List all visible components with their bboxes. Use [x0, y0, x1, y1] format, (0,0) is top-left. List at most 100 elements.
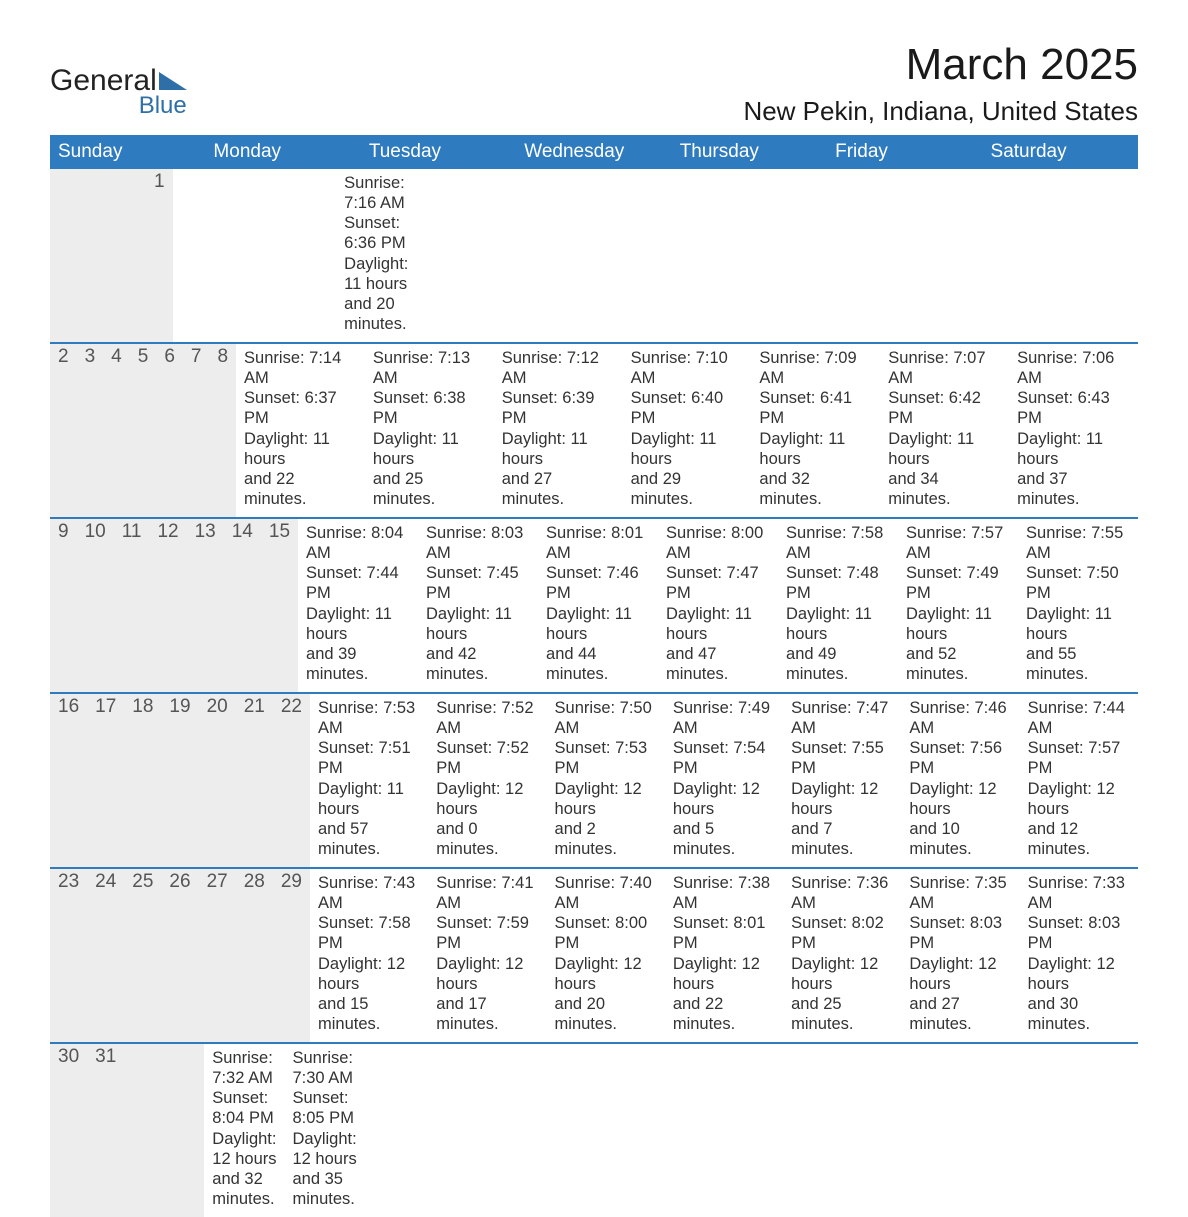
week-row: 1 Sunrise: 7:16 AMSunset: 6:36 PMDaylight…	[50, 169, 1138, 342]
day-number	[130, 169, 146, 342]
day-cell: Sunrise: 7:47 AMSunset: 7:55 PMDaylight:…	[783, 694, 901, 867]
day-number: 6	[156, 344, 183, 517]
sunrise-text: Sunrise: 8:01 AM	[546, 523, 650, 563]
daylight-line2: and 20 minutes.	[344, 294, 408, 334]
sunset-text: Sunset: 6:40 PM	[631, 388, 744, 428]
daylight-line1: Daylight: 11 hours	[344, 254, 408, 294]
day-number: 16	[50, 694, 87, 867]
sunrise-text: Sunrise: 7:16 AM	[344, 173, 408, 213]
day-content-row: Sunrise: 8:04 AMSunset: 7:44 PMDaylight:…	[298, 519, 1138, 692]
day-number: 30	[50, 1044, 87, 1217]
week-row: 9101112131415Sunrise: 8:04 AMSunset: 7:4…	[50, 517, 1138, 692]
day-cell: Sunrise: 7:12 AMSunset: 6:39 PMDaylight:…	[494, 344, 623, 517]
sunrise-text: Sunrise: 7:36 AM	[791, 873, 893, 913]
day-number: 20	[199, 694, 236, 867]
sunrise-text: Sunrise: 8:00 AM	[666, 523, 770, 563]
day-cell	[495, 1044, 539, 1217]
daylight-line1: Daylight: 11 hours	[1017, 429, 1130, 469]
daylight-line1: Daylight: 12 hours	[436, 954, 538, 994]
daynum-row: 3031	[50, 1044, 204, 1217]
day-number	[124, 1044, 140, 1217]
sunrise-text: Sunrise: 7:46 AM	[909, 698, 1011, 738]
sunrise-text: Sunrise: 7:09 AM	[759, 348, 872, 388]
day-cell	[173, 169, 200, 342]
sunrise-text: Sunrise: 7:14 AM	[244, 348, 357, 388]
day-number	[188, 1044, 204, 1217]
sunrise-text: Sunrise: 7:38 AM	[673, 873, 775, 913]
sunset-text: Sunset: 7:45 PM	[426, 563, 530, 603]
daylight-line2: and 55 minutes.	[1026, 644, 1130, 684]
day-number: 22	[273, 694, 310, 867]
day-number: 23	[50, 869, 87, 1042]
daylight-line1: Daylight: 12 hours	[1028, 954, 1130, 994]
day-cell: Sunrise: 7:53 AMSunset: 7:51 PMDaylight:…	[310, 694, 428, 867]
daylight-line1: Daylight: 11 hours	[631, 429, 744, 469]
sunset-text: Sunset: 6:39 PM	[502, 388, 615, 428]
sunset-text: Sunset: 6:42 PM	[888, 388, 1001, 428]
day-number: 29	[273, 869, 310, 1042]
daylight-line2: and 20 minutes.	[555, 994, 657, 1034]
daylight-line1: Daylight: 11 hours	[244, 429, 357, 469]
day-cell: Sunrise: 7:32 AMSunset: 8:04 PMDaylight:…	[204, 1044, 284, 1217]
daylight-line1: Daylight: 11 hours	[759, 429, 872, 469]
day-number: 31	[87, 1044, 124, 1217]
day-cell: Sunrise: 7:43 AMSunset: 7:58 PMDaylight:…	[310, 869, 428, 1042]
day-cell	[365, 1044, 409, 1217]
day-number: 8	[209, 344, 236, 517]
daylight-line2: and 32 minutes.	[212, 1169, 276, 1209]
weekday-header: Sunday Monday Tuesday Wednesday Thursday…	[50, 135, 1138, 169]
day-number	[66, 169, 82, 342]
day-number: 7	[183, 344, 210, 517]
day-number	[114, 169, 130, 342]
daylight-line2: and 25 minutes.	[791, 994, 893, 1034]
day-number	[82, 169, 98, 342]
daylight-line2: and 30 minutes.	[1028, 994, 1130, 1034]
sunrise-text: Sunrise: 7:50 AM	[555, 698, 657, 738]
day-number: 18	[124, 694, 161, 867]
day-cell: Sunrise: 8:03 AMSunset: 7:45 PMDaylight:…	[418, 519, 538, 692]
day-cell	[408, 1044, 452, 1217]
day-cell: Sunrise: 7:41 AMSunset: 7:59 PMDaylight:…	[428, 869, 546, 1042]
day-cell	[452, 1044, 496, 1217]
daylight-line2: and 39 minutes.	[306, 644, 410, 684]
daynum-row: 9101112131415	[50, 519, 298, 692]
sunset-text: Sunset: 7:55 PM	[791, 738, 893, 778]
day-number: 12	[149, 519, 186, 692]
sunrise-text: Sunrise: 7:32 AM	[212, 1048, 276, 1088]
daylight-line2: and 27 minutes.	[502, 469, 615, 509]
day-cell: Sunrise: 7:16 AMSunset: 6:36 PMDaylight:…	[336, 169, 416, 342]
sunset-text: Sunset: 8:00 PM	[555, 913, 657, 953]
daylight-line2: and 52 minutes.	[906, 644, 1010, 684]
day-number	[172, 1044, 188, 1217]
daylight-line1: Daylight: 12 hours	[555, 954, 657, 994]
day-content-row: Sunrise: 7:16 AMSunset: 6:36 PMDaylight:…	[173, 169, 417, 342]
sunset-text: Sunset: 6:36 PM	[344, 213, 408, 253]
sunset-text: Sunset: 8:02 PM	[791, 913, 893, 953]
day-number: 1	[146, 169, 173, 342]
day-cell: Sunrise: 7:35 AMSunset: 8:03 PMDaylight:…	[901, 869, 1019, 1042]
day-number	[156, 1044, 172, 1217]
daylight-line1: Daylight: 12 hours	[673, 954, 775, 994]
weekday-label: Monday	[205, 135, 360, 169]
day-number	[50, 169, 66, 342]
sunrise-text: Sunrise: 7:49 AM	[673, 698, 775, 738]
sunrise-text: Sunrise: 7:13 AM	[373, 348, 486, 388]
sunrise-text: Sunrise: 7:43 AM	[318, 873, 420, 913]
daylight-line2: and 35 minutes.	[292, 1169, 356, 1209]
day-number: 3	[77, 344, 104, 517]
day-cell	[227, 169, 254, 342]
day-cell: Sunrise: 7:14 AMSunset: 6:37 PMDaylight:…	[236, 344, 365, 517]
location: New Pekin, Indiana, United States	[743, 96, 1138, 127]
day-cell: Sunrise: 7:50 AMSunset: 7:53 PMDaylight:…	[547, 694, 665, 867]
sunset-text: Sunset: 6:43 PM	[1017, 388, 1130, 428]
daylight-line2: and 25 minutes.	[373, 469, 486, 509]
day-cell: Sunrise: 7:10 AMSunset: 6:40 PMDaylight:…	[623, 344, 752, 517]
daylight-line2: and 29 minutes.	[631, 469, 744, 509]
day-content-row: Sunrise: 7:32 AMSunset: 8:04 PMDaylight:…	[204, 1044, 582, 1217]
daylight-line1: Daylight: 12 hours	[1028, 779, 1130, 819]
daylight-line2: and 34 minutes.	[888, 469, 1001, 509]
day-number: 26	[161, 869, 198, 1042]
daylight-line1: Daylight: 12 hours	[292, 1129, 356, 1169]
weekday-label: Friday	[827, 135, 982, 169]
day-cell: Sunrise: 7:46 AMSunset: 7:56 PMDaylight:…	[901, 694, 1019, 867]
